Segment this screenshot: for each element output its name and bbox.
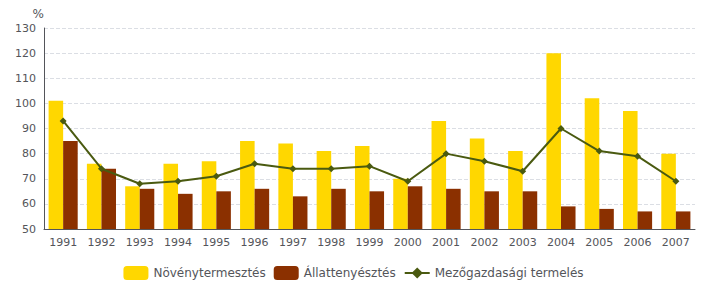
svg-text:2002: 2002 (470, 236, 498, 249)
svg-text:2000: 2000 (394, 236, 422, 249)
svg-text:70: 70 (22, 172, 36, 185)
svg-text:1997: 1997 (279, 236, 307, 249)
svg-text:2003: 2003 (509, 236, 537, 249)
svg-text:%: % (33, 7, 44, 21)
svg-text:100: 100 (15, 97, 36, 110)
svg-text:2004: 2004 (547, 236, 575, 249)
svg-text:60: 60 (22, 197, 36, 210)
svg-text:80: 80 (22, 147, 36, 160)
svg-text:1991: 1991 (49, 236, 77, 249)
svg-text:1993: 1993 (126, 236, 154, 249)
svg-text:1999: 1999 (356, 236, 384, 249)
svg-text:120: 120 (15, 47, 36, 60)
svg-text:90: 90 (22, 122, 36, 135)
svg-text:2001: 2001 (432, 236, 460, 249)
svg-text:1998: 1998 (317, 236, 345, 249)
svg-text:2007: 2007 (662, 236, 690, 249)
svg-text:1994: 1994 (164, 236, 192, 249)
svg-text:1995: 1995 (202, 236, 230, 249)
svg-text:1996: 1996 (241, 236, 269, 249)
svg-text:110: 110 (15, 72, 36, 85)
svg-text:Állattenyésztés: Állattenyésztés (304, 265, 396, 280)
svg-text:1992: 1992 (87, 236, 115, 249)
svg-text:2005: 2005 (585, 236, 613, 249)
svg-text:Növénytermesztés: Növénytermesztés (153, 266, 265, 280)
svg-text:Mezőgazdasági termelés: Mezőgazdasági termelés (435, 266, 584, 280)
svg-text:2006: 2006 (624, 236, 652, 249)
svg-text:130: 130 (15, 22, 36, 35)
svg-text:50: 50 (22, 223, 36, 236)
